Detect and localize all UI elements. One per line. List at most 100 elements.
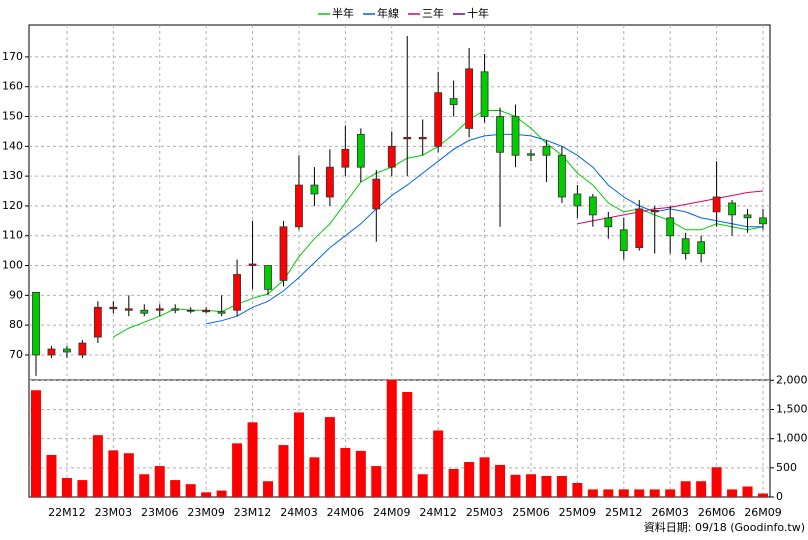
candle-body [434, 92, 443, 147]
candle-body [124, 308, 133, 311]
x-tick-label: 26M06 [698, 506, 736, 519]
candle-body [588, 196, 597, 216]
x-tick-label: 24M06 [327, 506, 365, 519]
candle-body [527, 153, 535, 156]
volume-bar [77, 480, 88, 497]
volume-bar [278, 445, 289, 497]
volume-bar [603, 489, 614, 497]
volume-bar [696, 481, 707, 497]
volume-bar [46, 455, 57, 497]
volume-bar [108, 450, 119, 497]
volume-bar [665, 489, 676, 497]
candle-body [217, 311, 226, 314]
x-tick-label: 24M12 [419, 506, 457, 519]
candle-body [78, 342, 87, 356]
candle-body [650, 209, 659, 213]
y2-tick-label: 1,000 [776, 432, 808, 445]
legend-label: 十年 [467, 6, 489, 20]
candle-body [681, 238, 690, 255]
candle-body [604, 217, 613, 228]
candle-body [341, 148, 350, 168]
x-tick-label: 25M09 [559, 506, 597, 519]
candle-body [325, 166, 334, 198]
volume-bar [495, 464, 506, 497]
volume-bar [232, 443, 243, 497]
volume-bar [293, 412, 304, 497]
volume-bar [340, 448, 351, 497]
candle-body [47, 348, 56, 356]
candle-body [496, 116, 504, 153]
candle-body [279, 226, 288, 281]
y2-tick-label: 0 [776, 490, 783, 503]
candle-body [63, 348, 71, 353]
candle-body [140, 309, 149, 314]
volume-bar [154, 466, 165, 497]
volume-bar [386, 379, 397, 497]
candle-body [202, 309, 211, 313]
volume-bar [727, 489, 738, 497]
y-tick-label: 150 [2, 110, 23, 123]
candle-body [295, 184, 303, 228]
y2-tick-label: 500 [776, 461, 797, 474]
volume-bar [464, 462, 475, 497]
volume-bar [417, 474, 428, 497]
volume-bar [479, 457, 490, 497]
volume-bar [541, 476, 552, 497]
y-tick-label: 170 [2, 50, 23, 63]
volume-bar [742, 486, 753, 497]
volume-bar [170, 480, 181, 497]
y-tick-label: 110 [2, 229, 23, 242]
candle-body [387, 145, 396, 168]
volume-bar [758, 493, 768, 497]
y-tick-label: 80 [9, 318, 23, 331]
volume-bar [433, 430, 444, 497]
candle-body [542, 145, 551, 156]
volume-bar [680, 481, 691, 497]
candle-body [635, 208, 644, 249]
volume-bar [649, 489, 660, 497]
x-tick-label: 25M12 [605, 506, 643, 519]
candle-body [449, 98, 458, 105]
volume-bar [618, 489, 629, 497]
volume-bar [525, 474, 536, 497]
candle-body [465, 68, 474, 129]
candle-body [403, 136, 412, 140]
x-tick-label: 23M09 [187, 506, 225, 519]
x-tick-label: 25M06 [512, 506, 550, 519]
volume-bar [402, 392, 413, 497]
x-tick-label: 22M12 [48, 506, 86, 519]
candle-body [759, 217, 767, 225]
y2-tick-label: 1,500 [776, 403, 808, 416]
legend-label: 三年 [422, 6, 444, 20]
volume-bar [371, 466, 382, 497]
volume-bar [556, 476, 567, 497]
candle-body [356, 133, 365, 168]
footer: 資料日期: 09/18 (Goodinfo.tw) [644, 520, 805, 534]
candle-body [743, 214, 752, 219]
candle-body [248, 263, 257, 266]
candle-body [480, 71, 489, 117]
volume-bar [448, 469, 459, 497]
y-tick-label: 70 [9, 348, 23, 361]
x-tick-label: 23M06 [141, 506, 179, 519]
legend-label: 年線 [377, 6, 399, 20]
y2-tick-label: 2,000 [776, 373, 808, 386]
volume-bar [31, 390, 41, 497]
candle-body [93, 306, 102, 338]
x-tick-label: 23M03 [95, 506, 133, 519]
y-tick-label: 160 [2, 80, 23, 93]
candle-body [573, 193, 582, 207]
volume-bar [123, 453, 134, 497]
x-tick-label: 26M03 [651, 506, 689, 519]
candle-body [728, 202, 736, 216]
volume-bar [61, 478, 72, 497]
candle-body [666, 217, 675, 237]
candle-body [558, 154, 566, 198]
candle-body [372, 178, 381, 210]
candle-body [186, 309, 195, 312]
x-tick-label: 26M09 [744, 506, 782, 519]
x-tick-label: 24M09 [373, 506, 411, 519]
y-tick-label: 140 [2, 139, 23, 152]
volume-bar [324, 417, 335, 497]
